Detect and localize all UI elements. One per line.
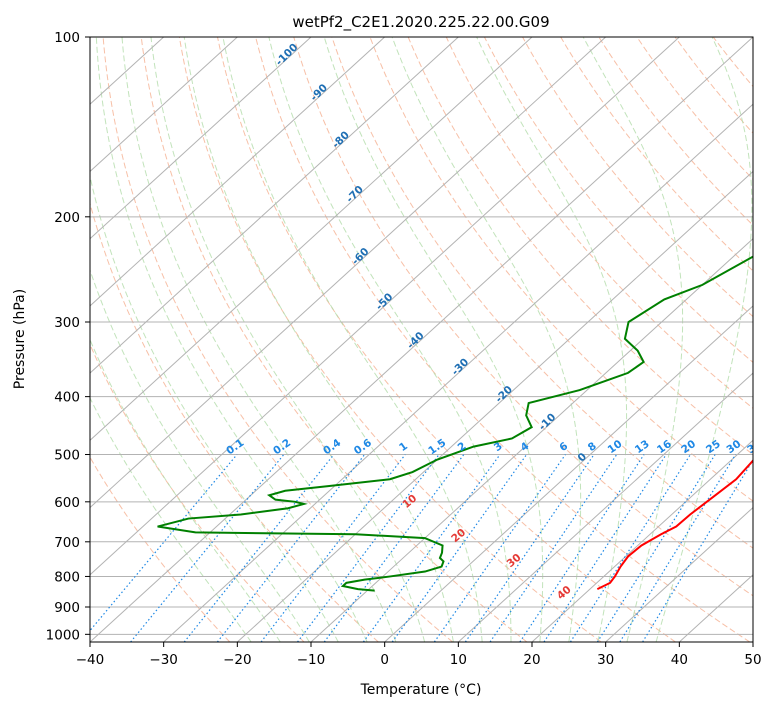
mixing-ratio-line	[569, 454, 691, 642]
moist-adiabat	[323, 37, 544, 642]
isotherm	[90, 37, 607, 509]
isotherm	[384, 305, 753, 642]
dry-adiabat	[90, 456, 231, 642]
x-tick-label: −30	[149, 652, 178, 668]
isotherm	[236, 170, 753, 642]
moist-adiabat	[268, 37, 512, 642]
moist-adiabat	[121, 37, 397, 642]
x-tick-label: 20	[523, 652, 540, 668]
x-axis-label: Temperature (°C)	[360, 682, 482, 698]
y-tick-label: 100	[54, 30, 80, 46]
moist-adiabat	[90, 338, 281, 642]
moist-adiabat	[95, 37, 368, 642]
y-tick-label: 600	[54, 495, 80, 511]
dry-adiabats	[90, 37, 753, 642]
dry-adiabat	[331, 37, 753, 549]
isotherm	[90, 37, 312, 240]
mixing-ratio-line	[323, 454, 465, 642]
y-tick-label: 500	[54, 448, 80, 464]
moist-adiabat	[183, 37, 454, 642]
moist-adiabat	[150, 37, 426, 642]
x-tick-label: −10	[297, 652, 326, 668]
dry-adiabat	[560, 37, 753, 272]
temperature-line	[596, 459, 753, 590]
mixing-ratio-line	[519, 454, 645, 642]
x-axis: −40 −30 −20 −10 0 10 20 30 40 50	[76, 642, 762, 668]
x-tick-label: 10	[450, 652, 467, 668]
y-axis: 100 200 300 400 500 600 700 800 900 1000	[46, 30, 90, 643]
dry-adiabat	[407, 37, 753, 456]
chart-title: wetPf2_C2E1.2020.225.22.00.G09	[292, 13, 549, 32]
y-tick-label: 400	[54, 390, 80, 406]
isotherm	[90, 37, 459, 374]
moist-adiabat	[391, 37, 582, 642]
isotherm	[90, 37, 386, 307]
isotherm	[90, 37, 533, 442]
plot-area: 0.10.20.40.611.52346810131620253036-100-…	[90, 37, 764, 642]
skewed-isotherms	[90, 37, 753, 642]
mixing-ratio-line	[642, 458, 753, 642]
x-tick-label: 0	[380, 652, 389, 668]
mixing-ratio-line	[619, 454, 737, 642]
x-tick-label: 50	[744, 652, 761, 668]
dry-adiabat	[483, 37, 753, 363]
y-axis-label: Pressure (hPa)	[12, 289, 28, 389]
mixing-ratio-lines	[90, 454, 753, 642]
mixing-ratio-line	[296, 454, 440, 642]
x-tick-label: −40	[76, 652, 105, 668]
moist-adiabats	[90, 37, 753, 642]
mixing-ratio-line	[260, 454, 406, 642]
dewpoint-line	[157, 255, 753, 592]
dry-adiabat	[90, 343, 305, 642]
x-tick-label: 30	[597, 652, 614, 668]
isotherm	[90, 37, 753, 642]
dry-adiabat	[102, 37, 453, 642]
isotherm	[531, 439, 753, 642]
moist-adiabat	[90, 174, 339, 642]
moist-adiabat	[655, 37, 753, 642]
isotherm	[163, 103, 753, 642]
mixing-ratio-label: 36	[745, 438, 764, 456]
y-tick-label: 300	[54, 315, 80, 331]
isotherm	[310, 237, 753, 642]
pressure-gridlines	[90, 37, 753, 635]
mixing-ratio-line	[90, 454, 238, 632]
isotherm	[457, 372, 753, 642]
dry-adiabat	[445, 37, 753, 409]
isotherm	[90, 37, 238, 173]
y-tick-label: 1000	[46, 627, 80, 643]
mixing-ratio-line	[596, 454, 716, 642]
plot-frame	[89, 36, 754, 643]
y-tick-label: 800	[54, 569, 80, 585]
mixing-ratio-line	[130, 454, 285, 642]
moist-adiabat	[476, 37, 628, 642]
mixing-ratio-line	[543, 454, 667, 642]
dry-adiabat	[369, 37, 753, 502]
y-tick-label: 900	[54, 600, 80, 616]
mixing-ratio-line	[362, 454, 501, 642]
dry-adiabat	[178, 37, 602, 642]
sounding-curves	[157, 255, 753, 592]
mixing-ratio-line	[489, 454, 618, 642]
y-tick-label: 700	[54, 535, 80, 551]
y-tick-label: 200	[54, 210, 80, 226]
mixing-ratio-line	[391, 454, 528, 642]
dry-adiabat	[140, 37, 528, 642]
dry-adiabat	[217, 37, 676, 642]
moist-adiabat	[90, 396, 252, 642]
x-tick-label: 40	[671, 652, 688, 668]
isotherm	[90, 37, 680, 576]
dry-adiabat	[522, 37, 753, 318]
dry-adiabat	[293, 37, 753, 597]
moist-adiabat	[90, 268, 310, 642]
isotherm	[605, 506, 753, 642]
x-tick-label: −20	[223, 652, 252, 668]
mixing-ratio-line	[464, 454, 595, 642]
